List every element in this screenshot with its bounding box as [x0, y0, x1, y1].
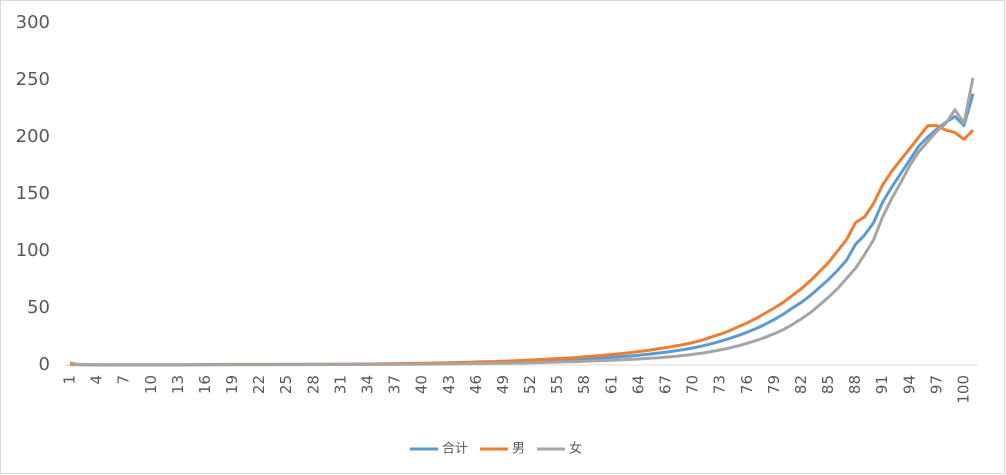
x-tick-label: 67 — [656, 375, 674, 394]
x-tick-label: 97 — [927, 375, 945, 394]
y-tick-label: 200 — [16, 126, 50, 147]
x-tick-label: 25 — [277, 375, 295, 394]
x-tick-label: 43 — [440, 375, 458, 394]
x-tick-label: 79 — [765, 375, 783, 394]
legend-label: 男 — [512, 442, 525, 457]
y-tick-label: 250 — [16, 69, 50, 90]
y-tick-label: 300 — [16, 12, 50, 33]
x-tick-label: 76 — [738, 375, 756, 394]
x-tick-label: 37 — [386, 375, 404, 394]
x-tick-label: 58 — [575, 375, 593, 394]
x-tick-label: 10 — [142, 375, 160, 394]
x-tick-label: 7 — [115, 375, 133, 385]
x-tick-label: 52 — [521, 375, 539, 394]
x-tick-label: 91 — [873, 375, 891, 394]
x-tick-label: 61 — [602, 375, 620, 394]
x-tick-label: 22 — [250, 375, 268, 394]
legend-label: 女 — [569, 441, 582, 457]
x-tick-label: 94 — [900, 375, 918, 394]
legend-label: 合计 — [442, 442, 468, 457]
x-tick-label: 31 — [331, 375, 349, 394]
x-tick-label: 28 — [304, 375, 322, 394]
x-tick-label: 19 — [223, 375, 241, 394]
x-tick-label: 85 — [819, 375, 837, 394]
x-tick-label: 16 — [196, 375, 214, 394]
x-tick-label: 55 — [548, 375, 566, 394]
x-tick-label: 64 — [629, 375, 647, 394]
x-tick-label: 13 — [169, 375, 187, 394]
x-tick-label: 82 — [792, 375, 810, 394]
series-line — [69, 77, 975, 367]
x-tick-label: 4 — [88, 375, 106, 385]
x-tick-label: 49 — [494, 375, 512, 394]
y-tick-label: 100 — [16, 240, 50, 261]
x-tick-label: 70 — [684, 375, 702, 394]
x-tick-label: 46 — [467, 375, 485, 394]
x-tick-label: 88 — [846, 375, 864, 394]
x-tick-label: 73 — [711, 375, 729, 394]
x-tick-label: 40 — [413, 375, 431, 394]
y-tick-label: 150 — [16, 183, 50, 204]
y-tick-label: 50 — [27, 297, 50, 318]
y-tick-label: 0 — [39, 354, 50, 375]
x-tick-label: 100 — [954, 375, 972, 404]
x-tick-label: 34 — [358, 375, 376, 394]
x-tick-label: 1 — [61, 375, 79, 385]
